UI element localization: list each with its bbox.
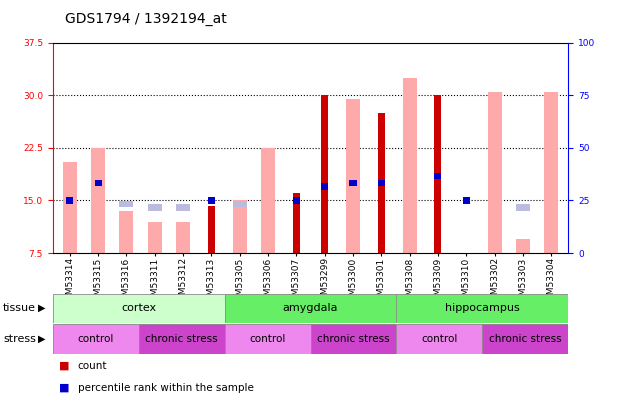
Bar [208,206,215,253]
Text: chronic stress: chronic stress [489,334,561,344]
Bar [63,162,77,253]
Bar [463,197,470,204]
Bar [292,194,300,253]
Bar [94,180,102,186]
Bar [402,78,417,253]
Bar [378,180,385,186]
Bar [233,200,247,253]
Bar [148,222,162,253]
Text: ▶: ▶ [38,334,45,344]
Bar [435,173,442,179]
Bar [225,324,310,354]
Bar [516,205,530,211]
Bar [53,294,225,323]
Text: percentile rank within the sample: percentile rank within the sample [78,383,253,393]
Bar [396,294,568,323]
Bar [66,197,73,204]
Bar [435,95,442,253]
Text: ■: ■ [59,383,70,393]
Bar [378,113,385,253]
Bar [487,92,502,253]
Bar [350,180,356,186]
Bar [53,324,138,354]
Text: ▶: ▶ [38,303,45,313]
Bar [176,205,190,211]
Bar [176,222,190,253]
Bar [119,211,134,253]
Text: chronic stress: chronic stress [317,334,390,344]
Text: control: control [421,334,458,344]
Bar [544,92,558,253]
Text: count: count [78,361,107,371]
Text: cortex: cortex [121,303,156,313]
Text: tissue: tissue [3,303,36,313]
Text: ■: ■ [59,361,70,371]
Bar [233,201,247,207]
Bar [261,148,275,253]
Bar [225,294,396,323]
Bar [396,324,483,354]
Bar [483,324,568,354]
Bar [138,324,225,354]
Bar [310,324,396,354]
Bar [292,197,300,204]
Bar [321,183,329,190]
Bar [346,99,360,253]
Bar [148,205,162,211]
Bar [516,239,530,253]
Bar [91,148,105,253]
Bar [119,201,134,207]
Text: hippocampus: hippocampus [445,303,520,313]
Text: control: control [250,334,286,344]
Text: stress: stress [3,334,36,344]
Bar [321,95,329,253]
Text: chronic stress: chronic stress [145,334,218,344]
Text: GDS1794 / 1392194_at: GDS1794 / 1392194_at [65,12,227,26]
Text: control: control [78,334,114,344]
Text: amygdala: amygdala [283,303,338,313]
Bar [208,197,215,204]
